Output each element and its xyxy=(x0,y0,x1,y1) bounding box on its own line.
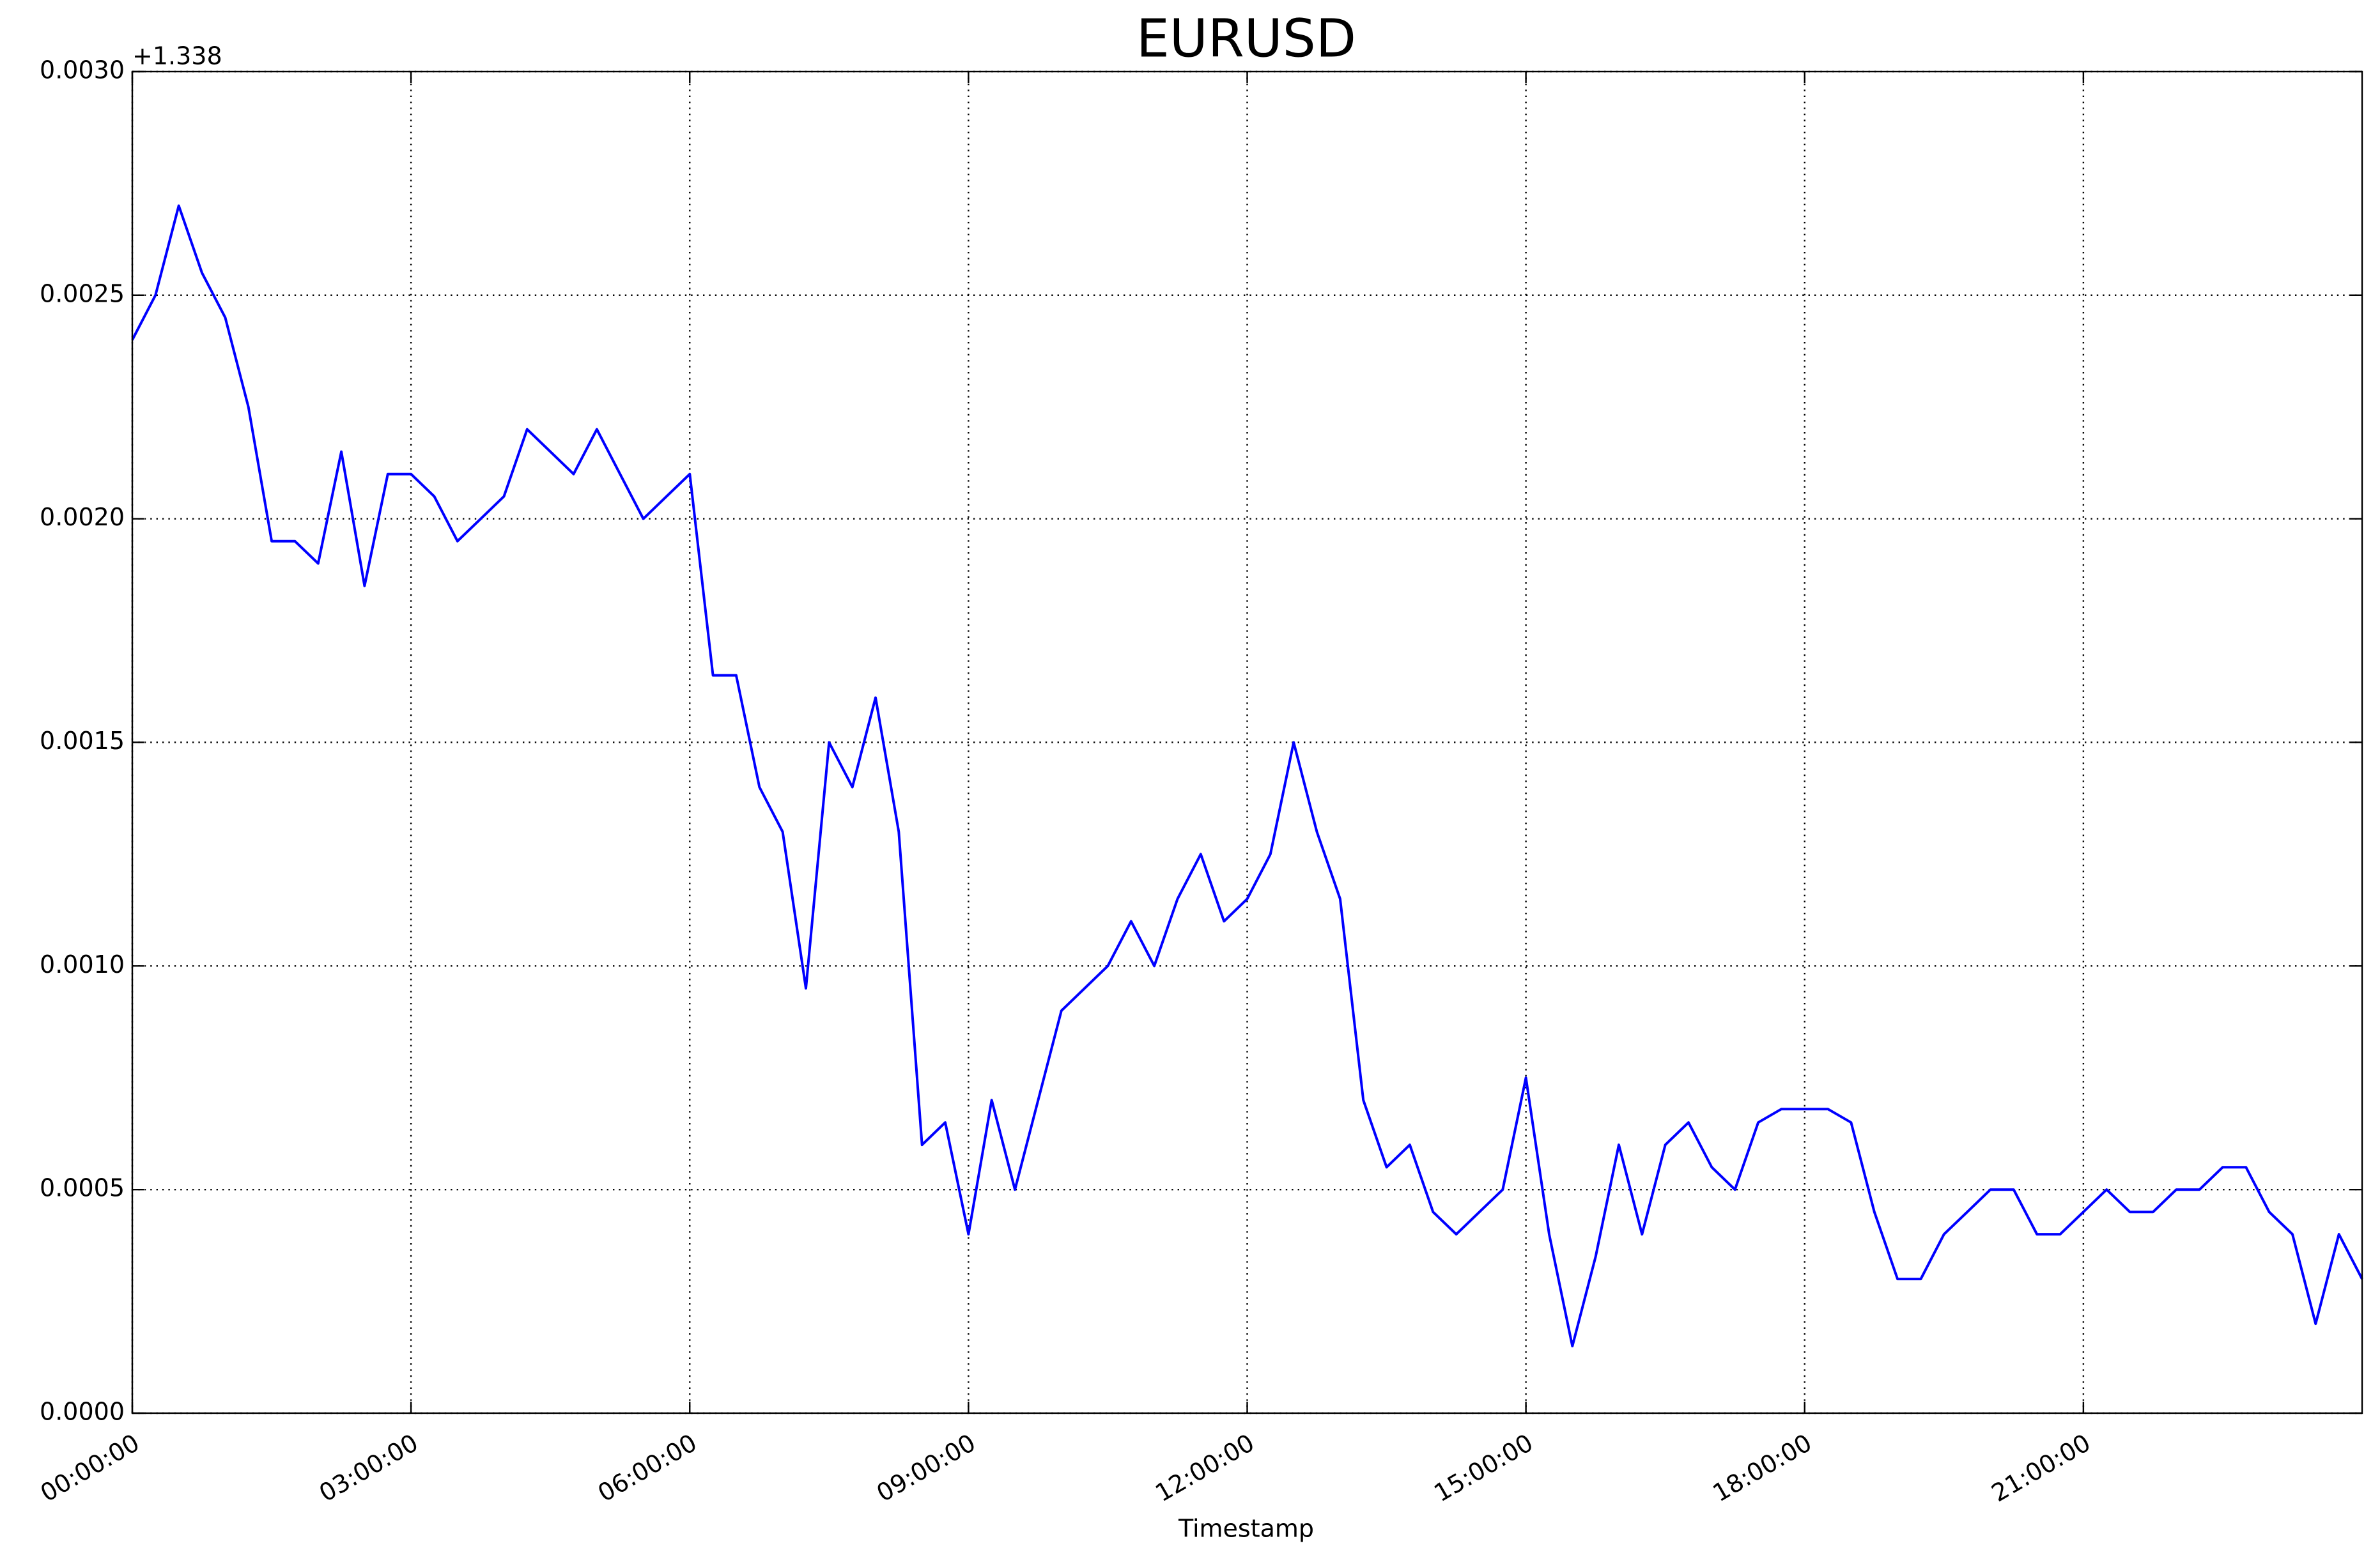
x-tick-label: 03:00:00 xyxy=(314,1429,423,1507)
y-tick-label: 0.0015 xyxy=(40,727,125,755)
x-tick-label: 21:00:00 xyxy=(1987,1429,2096,1507)
plot-frame xyxy=(131,70,2363,1414)
y-tick-label: 0.0000 xyxy=(40,1398,125,1426)
y-tick-label: 0.0025 xyxy=(40,279,125,307)
chart-title: EURUSD xyxy=(1136,8,1356,69)
y-tick-label: 0.0030 xyxy=(40,56,125,84)
y-offset-label: +1.338 xyxy=(132,42,222,70)
y-tick-label: 0.0020 xyxy=(40,503,125,531)
x-tick-label: 00:00:00 xyxy=(36,1429,144,1507)
data-line xyxy=(131,204,2363,1348)
x-tick-label: 12:00:00 xyxy=(1150,1429,1259,1507)
y-tick-label: 0.0010 xyxy=(40,950,125,979)
x-tick-label: 18:00:00 xyxy=(1708,1429,1816,1507)
x-axis-label: Timestamp xyxy=(1178,1515,1314,1543)
y-tick-label: 0.0005 xyxy=(40,1174,125,1202)
x-tick-label: 06:00:00 xyxy=(593,1429,702,1507)
x-tick-label: 09:00:00 xyxy=(872,1429,980,1507)
x-tick-label: 15:00:00 xyxy=(1429,1429,1538,1507)
